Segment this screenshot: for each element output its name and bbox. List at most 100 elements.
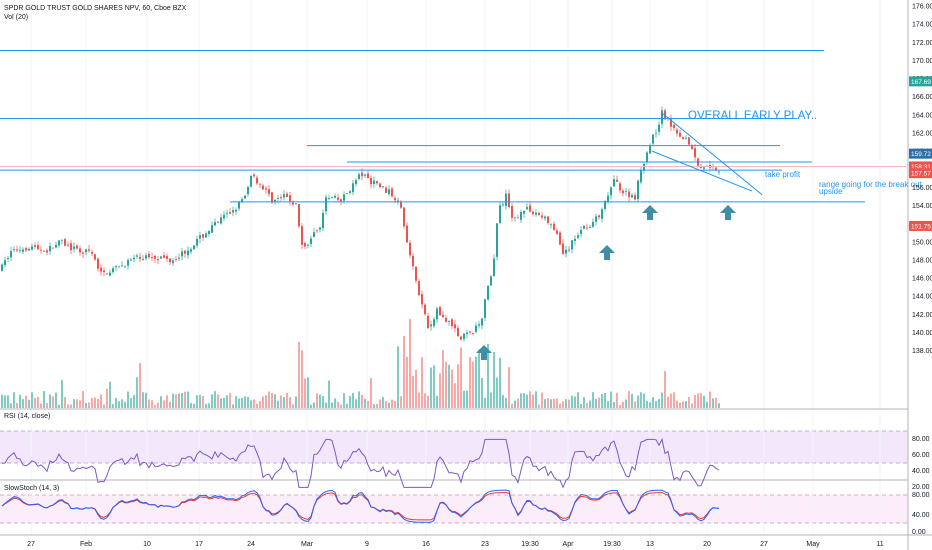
candle-body [493,258,495,276]
candle-body [640,170,642,183]
volume-bar [172,393,174,408]
candle-body [343,194,345,201]
candle-body [472,333,474,334]
candle-body [592,221,594,227]
candle-body [451,319,453,327]
price-tick-label: 144.00 [912,294,932,301]
volume-legend[interactable]: Vol (20) [4,14,28,21]
price-tick-label: 176.00 [912,4,932,11]
candle-body [613,179,615,187]
candle-body [589,227,591,229]
candle-body [559,232,561,245]
stoch-axis[interactable]: 80.00 40.00 0.00 [912,492,930,536]
candle-body [490,276,492,286]
volume-bar [157,402,159,408]
candle-body [655,133,657,135]
volume-bar [655,401,657,408]
volume-bar [361,395,363,408]
volume-bar [127,391,129,408]
candle-body [367,173,369,179]
channel-upper-line[interactable] [660,111,763,196]
candle-body [346,193,348,194]
candle-body [322,212,324,229]
volume-bar [541,392,543,408]
time-axis[interactable]: 27 Feb 10 17 24 Mar 9 16 23 19:30 Apr 19:30 13 20 27 Ma… [27,541,884,548]
candle-body [676,129,678,134]
volume-bar [22,399,24,408]
candle-body [172,260,174,264]
candle-body [304,243,306,247]
candle-body [634,195,636,200]
candle-body [529,205,531,212]
candle-body [259,183,261,185]
candle-body [40,249,42,251]
volume-bar [538,404,540,408]
volume-bar [313,402,315,408]
annotation-take-profit[interactable]: take profit [765,170,801,179]
volume-bar [535,391,537,408]
volume-bar [250,400,252,408]
candle-body [454,324,456,329]
channel-lower-line[interactable] [651,150,753,192]
candle-body [121,265,123,267]
candle-body [382,186,384,188]
volume-bar [190,403,192,408]
candle-body [94,254,96,260]
volume-bar [592,392,594,408]
candle-body [88,249,90,251]
candle-body [238,201,240,209]
candle-body [277,198,279,199]
stoch-tick-label: 40.00 [912,512,930,519]
volume-bar [658,399,660,408]
candle-body [685,137,687,139]
volume-bar [628,391,630,408]
annotation-range-breakout[interactable]: range going for the break out [819,180,923,189]
candle-body [415,266,417,281]
arrow-up-icon[interactable] [720,205,736,220]
candle-body [10,251,12,258]
svg-text:151.75: 151.75 [911,223,931,230]
arrow-up-icon[interactable] [476,345,492,360]
volume-bar [703,395,705,408]
volume-bar [472,361,474,408]
volume-bar [619,404,621,408]
time-tick-label: 10 [143,541,151,548]
volume-bar [589,400,591,408]
volume-bar [145,392,147,408]
symbol-title[interactable]: SPDR GOLD TRUST GOLD SHARES NPV, 60, Cbo… [4,5,187,12]
volume-bar [424,393,426,408]
drawings[interactable] [0,49,906,360]
candle-body [136,255,138,257]
candle-body [403,207,405,227]
stoch-legend[interactable]: SlowStoch (14, 3) [4,485,59,492]
candle-body [688,137,690,145]
arrow-up-icon[interactable] [599,245,615,260]
volume-bar [256,403,258,408]
volume-bar [37,396,39,408]
candle-body [253,174,255,177]
rsi-tick-label: 20.00 [912,484,930,491]
arrow-up-icon[interactable] [642,205,658,220]
volume-bar [340,404,342,408]
candle-body [16,249,18,251]
volume-bar [646,400,648,408]
price-tick-label: 156.00 [912,185,932,192]
rsi-axis[interactable]: 80.00 60.00 40.00 20.00 [912,436,930,491]
time-tick-label: 20 [703,541,711,548]
volume-bar [562,401,564,408]
candle-body [556,230,558,235]
candle-body [211,225,213,233]
time-tick-label: 23 [481,541,489,548]
annotation-upside[interactable]: upside [819,187,843,196]
candle-body [115,266,117,268]
candle-body [151,257,153,258]
annotation-overall-early-play[interactable]: OVERALL EARLY PLAY.. [688,110,817,122]
candle-body [514,217,516,219]
candle-body [298,204,300,227]
rsi-legend[interactable]: RSI (14, close) [4,413,50,420]
candle-body [97,258,99,269]
volume-bar [295,396,297,408]
price-badge: 151.75 [909,220,932,231]
candles[interactable] [1,106,720,342]
